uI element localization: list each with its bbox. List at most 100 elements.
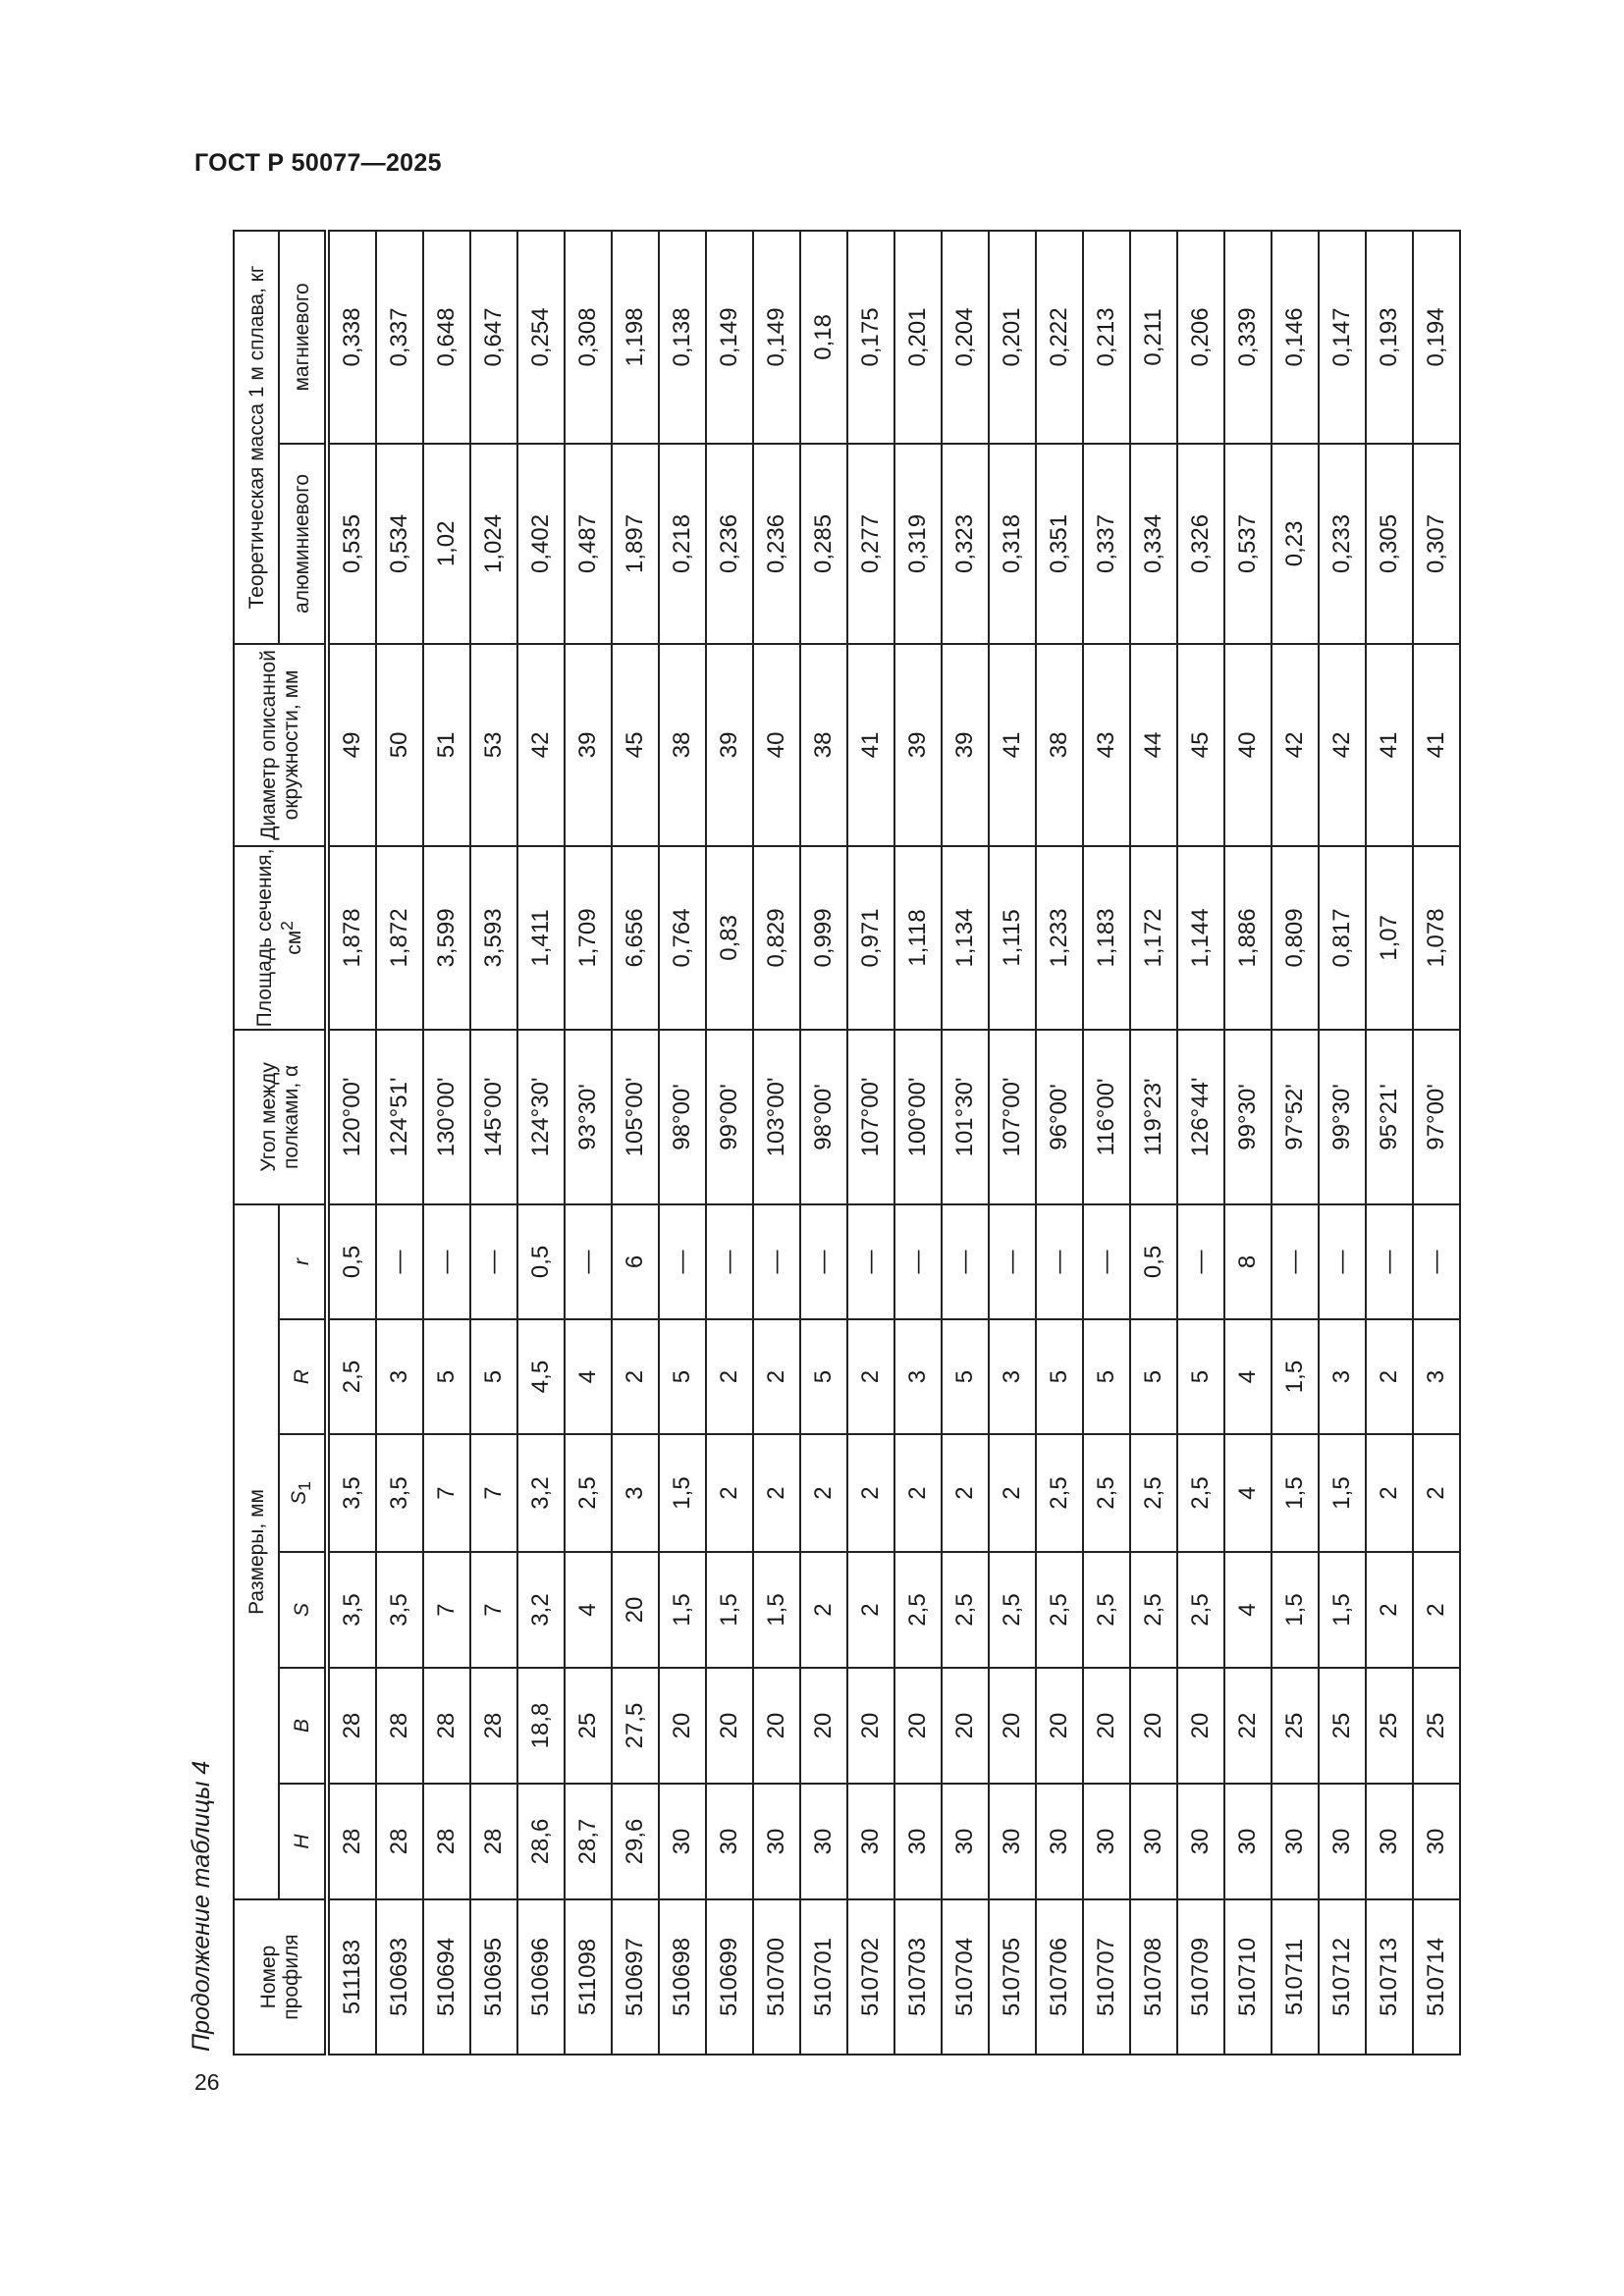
cell-profile: 510700 — [753, 1899, 800, 2055]
cell-area: 0,809 — [1272, 845, 1319, 1030]
cell-magnesium: 0,647 — [470, 230, 517, 444]
cell-profile: 510708 — [1130, 1899, 1177, 2055]
cell-R: 5 — [1083, 1319, 1130, 1434]
cell-magnesium: 0,204 — [942, 230, 989, 444]
cell-R: 3 — [989, 1319, 1036, 1434]
rotated-table-container: Продолжение таблицы 4 Номер профиля Разм… — [188, 230, 1501, 2056]
cell-B: 28 — [470, 1668, 517, 1784]
cell-S: 3,5 — [376, 1552, 423, 1668]
cell-S: 1,5 — [659, 1552, 706, 1668]
cell-angle: 99°00' — [706, 1029, 753, 1204]
header-H-text: H — [291, 1834, 313, 1849]
cell-R: 2 — [612, 1319, 659, 1434]
cell-profile: 510703 — [894, 1899, 942, 2055]
table-row: 510704 30 20 2,5 2 5—101°30' 1,134 39 0,323 0,204 — [942, 230, 989, 2055]
cell-r: — — [942, 1203, 989, 1319]
cell-H: 30 — [1272, 1784, 1319, 1899]
cell-profile: 510701 — [800, 1899, 847, 2055]
table-row: 510697 29,6 27,5 20 3 2 6 105°00' 6,656 45 1,897 1,… — [612, 230, 659, 2055]
cell-B: 20 — [753, 1668, 800, 1784]
cell-profile: 510706 — [1036, 1899, 1083, 2055]
cell-B: 18,8 — [517, 1668, 565, 1784]
cell-S1: 3,5 — [327, 1434, 376, 1552]
cell-profile: 510696 — [517, 1899, 565, 2055]
cell-angle: 93°30' — [565, 1029, 612, 1204]
cell-diameter: 42 — [1272, 643, 1319, 846]
cell-aluminum: 0,402 — [517, 443, 565, 644]
cell-magnesium: 0,337 — [376, 230, 423, 444]
cell-profile: 510704 — [942, 1899, 989, 2055]
cell-angle: 120°00' — [327, 1029, 376, 1204]
cell-angle: 99°30' — [1224, 1029, 1272, 1204]
cell-H: 30 — [1413, 1784, 1460, 1899]
cell-aluminum: 0,318 — [989, 443, 1036, 644]
cell-aluminum: 0,236 — [706, 443, 753, 644]
header-S1-sub: 1 — [295, 1481, 315, 1491]
cell-S: 1,5 — [706, 1552, 753, 1668]
cell-profile: 510714 — [1413, 1899, 1460, 2055]
cell-diameter: 53 — [470, 643, 517, 846]
cell-aluminum: 0,487 — [565, 443, 612, 644]
cell-magnesium: 0,149 — [753, 230, 800, 444]
cell-angle: 145°00' — [470, 1029, 517, 1204]
cell-r: — — [894, 1203, 942, 1319]
cell-area: 6,656 — [612, 845, 659, 1030]
header-angle: Угол между полками, α — [234, 1029, 327, 1204]
cell-H: 30 — [1366, 1784, 1413, 1899]
cell-R: 5 — [470, 1319, 517, 1434]
cell-r: — — [1413, 1203, 1460, 1319]
cell-S1: 1,5 — [1319, 1434, 1366, 1552]
cell-angle: 99°30' — [1319, 1029, 1366, 1204]
cell-R: 5 — [1130, 1319, 1177, 1434]
table-row: 510702 30 20 2 2 2—107°00' 0,971 41 0,277 0,175 — [847, 230, 894, 2055]
cell-R: 3 — [1413, 1319, 1460, 1434]
cell-magnesium: 0,149 — [706, 230, 753, 444]
cell-profile: 510710 — [1224, 1899, 1272, 2055]
cell-B: 22 — [1224, 1668, 1272, 1784]
cell-S: 2,5 — [1130, 1552, 1177, 1668]
cell-aluminum: 1,024 — [470, 443, 517, 644]
cell-S1: 2,5 — [1130, 1434, 1177, 1552]
cell-magnesium: 0,254 — [517, 230, 565, 444]
cell-aluminum: 0,351 — [1036, 443, 1083, 644]
cell-R: 5 — [1177, 1319, 1224, 1434]
page-number: 26 — [194, 2069, 220, 2095]
cell-diameter: 39 — [706, 643, 753, 846]
cell-r: 8 — [1224, 1203, 1272, 1319]
cell-profile: 510712 — [1319, 1899, 1366, 2055]
table-row: 510708 30 20 2,5 2,5 5 0,5 119°23' 1,172 44 0,334 0… — [1130, 230, 1177, 2055]
cell-diameter: 42 — [517, 643, 565, 846]
table-caption: Продолжение таблицы 4 — [188, 1760, 215, 2052]
cell-magnesium: 0,648 — [423, 230, 470, 444]
cell-S: 2,5 — [989, 1552, 1036, 1668]
cell-S: 20 — [612, 1552, 659, 1668]
cell-profile: 510693 — [376, 1899, 423, 2055]
cell-magnesium: 0,194 — [1413, 230, 1460, 444]
cell-angle: 100°00' — [894, 1029, 942, 1204]
cell-area: 1,878 — [327, 845, 376, 1030]
header-S: S — [279, 1552, 327, 1668]
cell-r: — — [1319, 1203, 1366, 1319]
cell-R: 2 — [753, 1319, 800, 1434]
cell-S1: 1,5 — [1272, 1434, 1319, 1552]
cell-S1: 2 — [942, 1434, 989, 1552]
cell-area: 1,709 — [565, 845, 612, 1030]
table-row: 510711 30 25 1,5 1,5 1,5—97°52' 0,809 42 0,23 0,1… — [1272, 230, 1319, 2055]
cell-B: 25 — [1366, 1668, 1413, 1784]
cell-B: 20 — [942, 1668, 989, 1784]
cell-profile: 510694 — [423, 1899, 470, 2055]
cell-angle: 98°00' — [659, 1029, 706, 1204]
header-H: H — [279, 1784, 327, 1899]
cell-S1: 2,5 — [1177, 1434, 1224, 1552]
cell-B: 27,5 — [612, 1668, 659, 1784]
table-row: 511098 28,7 25 4 2,5 4—93°30' 1,709 39 0,487 0,30… — [565, 230, 612, 2055]
cell-profile: 510699 — [706, 1899, 753, 2055]
cell-R: 2,5 — [327, 1319, 376, 1434]
cell-magnesium: 1,198 — [612, 230, 659, 444]
cell-diameter: 39 — [894, 643, 942, 846]
header-B-text: B — [291, 1719, 313, 1734]
cell-H: 30 — [800, 1784, 847, 1899]
cell-aluminum: 0,326 — [1177, 443, 1224, 644]
cell-area: 1,144 — [1177, 845, 1224, 1030]
table-row: 510707 30 20 2,5 2,5 5—116°00' 1,183 43 0,337 0,2… — [1083, 230, 1130, 2055]
